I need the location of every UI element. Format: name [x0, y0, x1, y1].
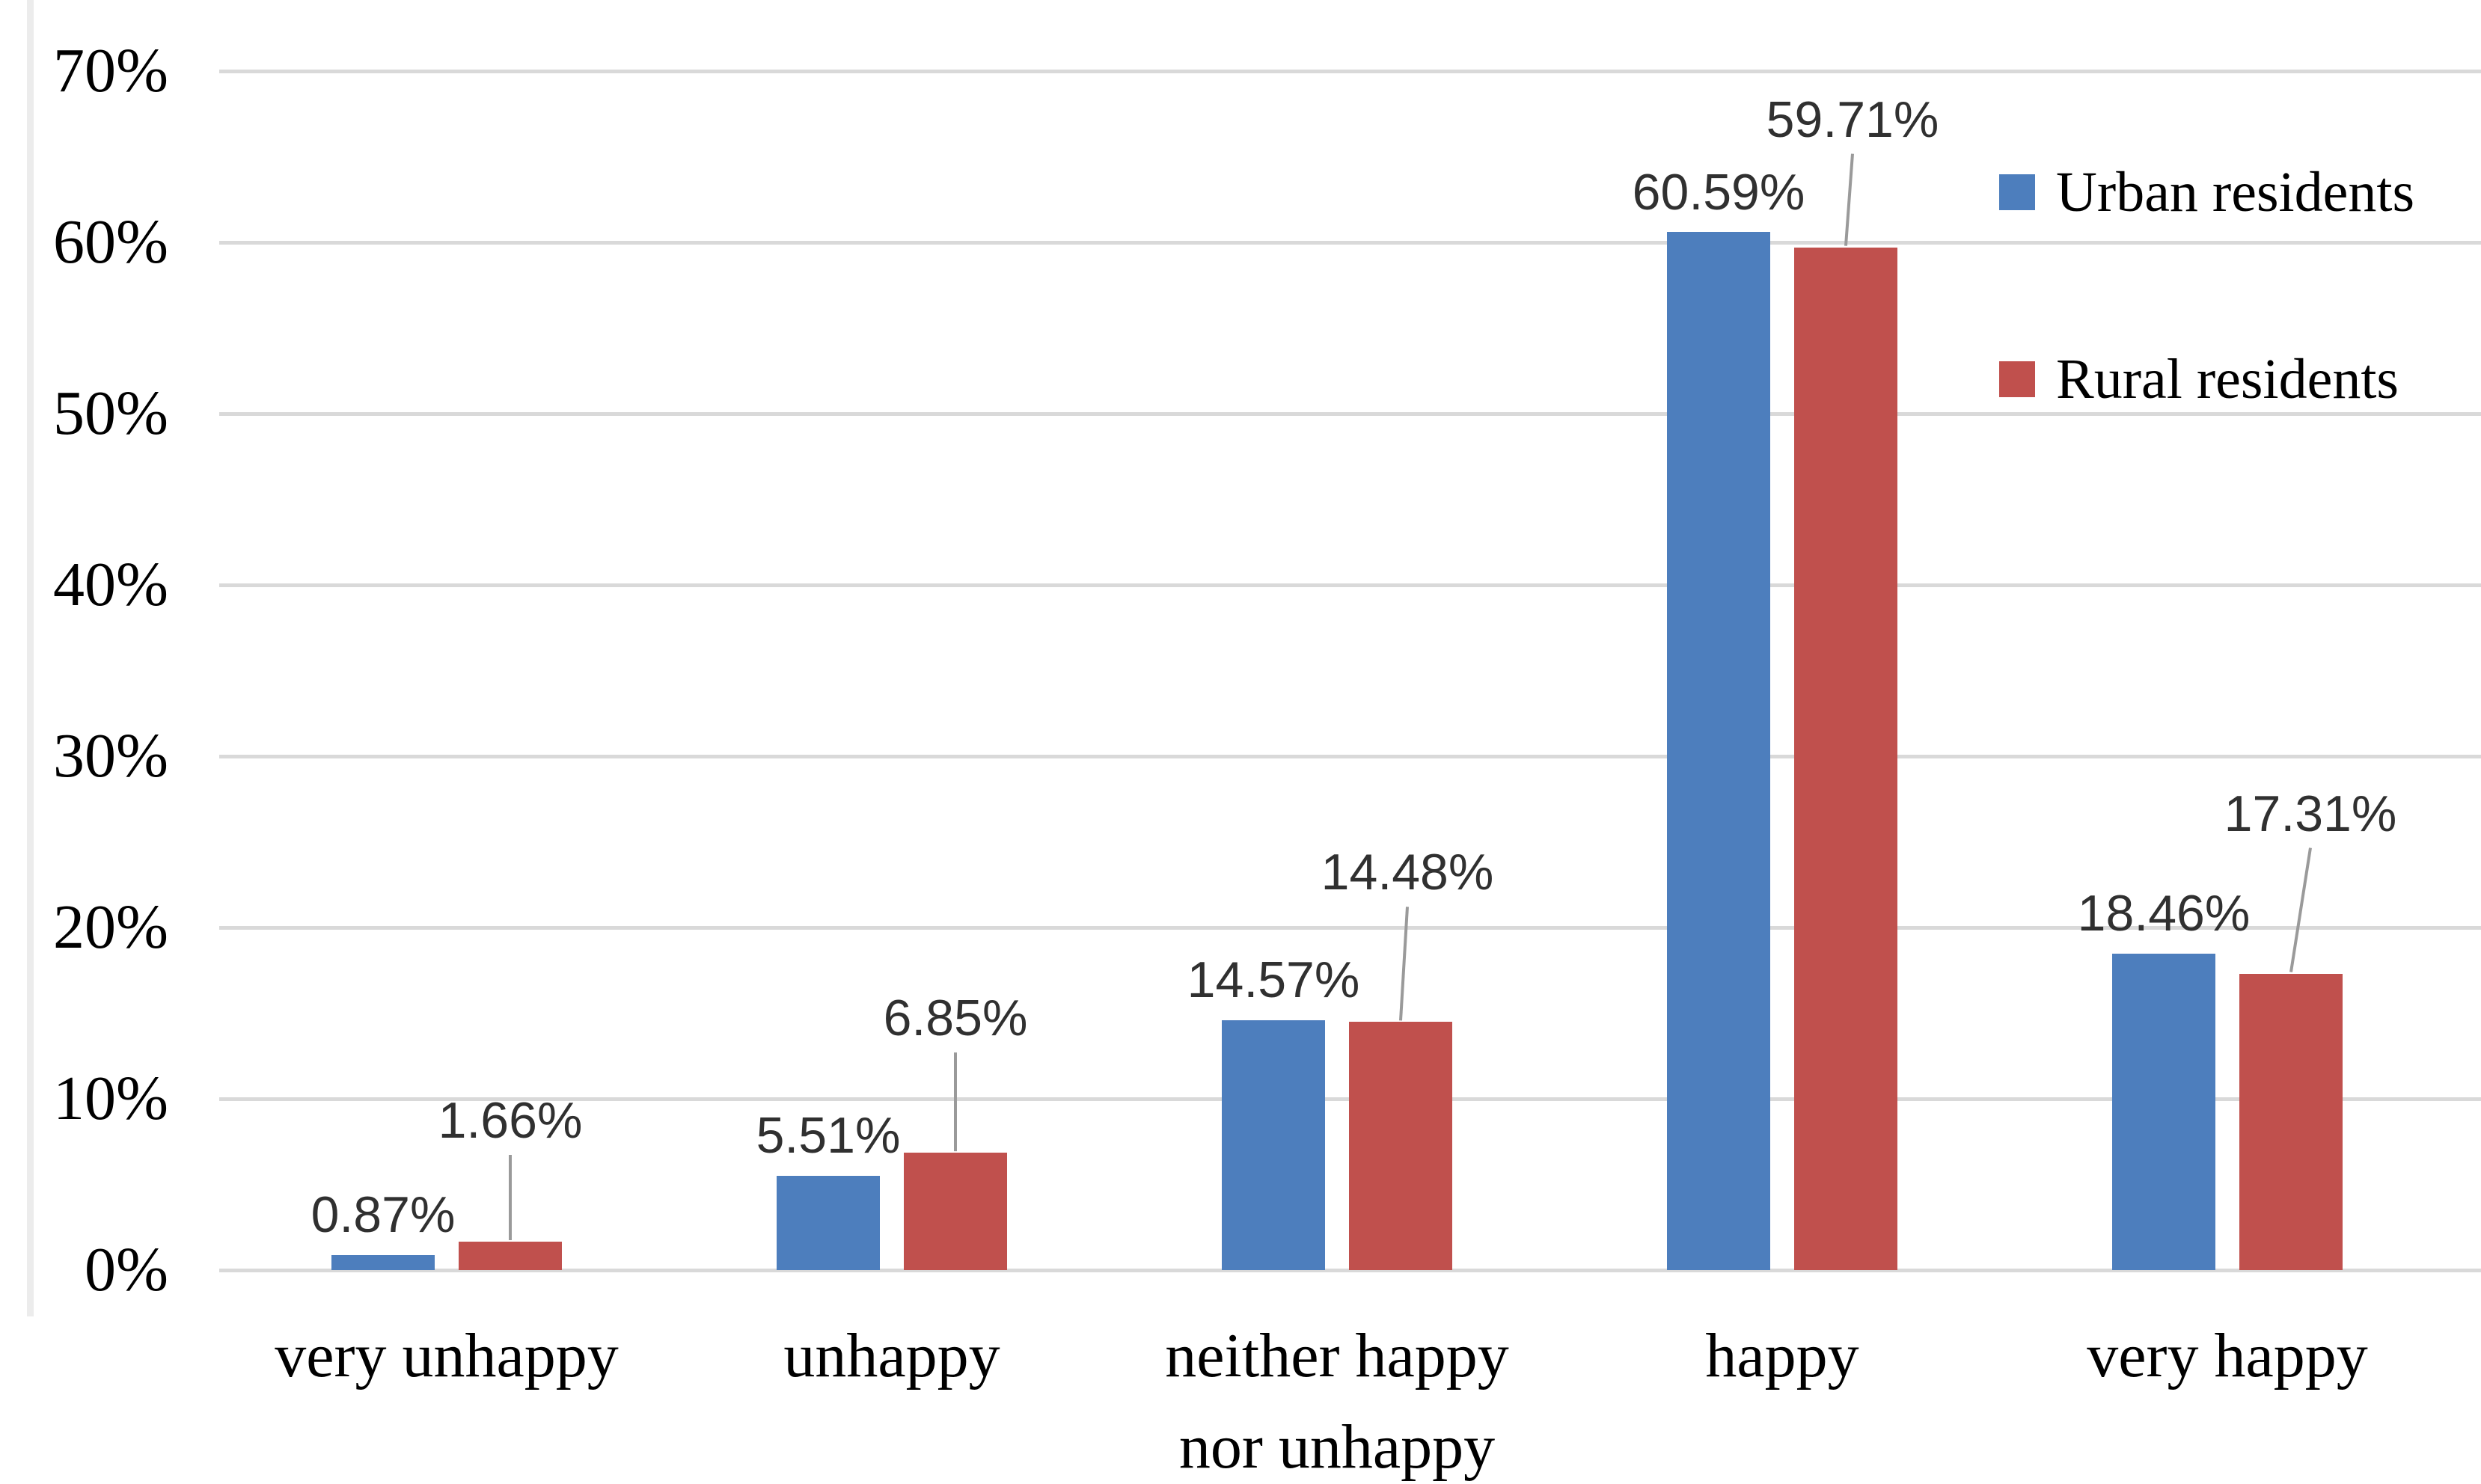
bar-rural-very-unhappy: [459, 1241, 562, 1270]
y-tick-label-10%: 10%: [53, 1064, 168, 1133]
y-tick-label-50%: 50%: [53, 378, 168, 448]
category-label-very-unhappy: very unhappy: [275, 1321, 619, 1391]
legend-label-rural: Rural residents: [2056, 348, 2399, 411]
data-label-urban-happy: 60.59%: [1632, 163, 1805, 221]
y-tick-label-0%: 0%: [85, 1235, 168, 1304]
data-label-urban-very-unhappy: 0.87%: [310, 1186, 456, 1244]
data-label-rural-very-happy: 17.31%: [2224, 785, 2397, 842]
gridline-0%: [219, 1269, 2481, 1272]
bar-rural-very-happy: [2239, 973, 2343, 1270]
data-label-urban-unhappy: 5.51%: [756, 1106, 901, 1164]
category-label-neither-happy-nor-unhappy: neither happy nor unhappy: [1165, 1321, 1509, 1482]
bar-urban-very-unhappy: [331, 1255, 435, 1270]
data-label-urban-very-happy: 18.46%: [2077, 885, 2251, 942]
data-label-rural-happy: 59.71%: [1766, 91, 1939, 148]
y-tick-label-20%: 20%: [53, 892, 168, 962]
legend-label-urban: Urban residents: [2056, 161, 2415, 224]
bar-rural-unhappy: [904, 1153, 1007, 1270]
data-label-rural-unhappy: 6.85%: [883, 990, 1028, 1047]
gridline-50%: [219, 412, 2481, 416]
legend-item-urban: Urban residents: [1999, 164, 2414, 221]
data-label-rural-very-unhappy: 1.66%: [438, 1092, 583, 1149]
y-tick-label-30%: 30%: [53, 721, 168, 791]
gridline-70%: [219, 70, 2481, 73]
leader-line-rural-very-happy: [2289, 847, 2312, 972]
category-label-unhappy: unhappy: [783, 1321, 1000, 1391]
data-label-urban-neither-happy-nor-unhappy: 14.57%: [1187, 951, 1360, 1009]
gridline-20%: [219, 926, 2481, 930]
category-label-very-happy: very happy: [2087, 1321, 2368, 1391]
gridline-60%: [219, 241, 2481, 245]
bar-rural-neither-happy-nor-unhappy: [1349, 1022, 1452, 1270]
left-border-artifact: [27, 0, 34, 1316]
y-tick-label-70%: 70%: [53, 36, 168, 105]
bar-urban-happy: [1667, 232, 1770, 1270]
y-tick-label-40%: 40%: [53, 550, 168, 619]
legend-item-rural: Rural residents: [1999, 351, 2399, 408]
leader-line-rural-neither-happy-nor-unhappy: [1399, 907, 1409, 1021]
bar-urban-very-happy: [2112, 954, 2215, 1270]
bar-urban-neither-happy-nor-unhappy: [1222, 1020, 1325, 1270]
leader-line-rural-happy: [1844, 153, 1854, 246]
rural-legend-swatch-icon: [1999, 361, 2035, 397]
category-label-happy: happy: [1705, 1321, 1859, 1391]
gridline-30%: [219, 755, 2481, 758]
y-tick-label-60%: 60%: [53, 207, 168, 277]
gridline-40%: [219, 583, 2481, 587]
bar-urban-unhappy: [777, 1175, 880, 1270]
bar-rural-happy: [1794, 247, 1897, 1270]
urban-legend-swatch-icon: [1999, 174, 2035, 210]
data-label-rural-neither-happy-nor-unhappy: 14.48%: [1321, 844, 1494, 901]
